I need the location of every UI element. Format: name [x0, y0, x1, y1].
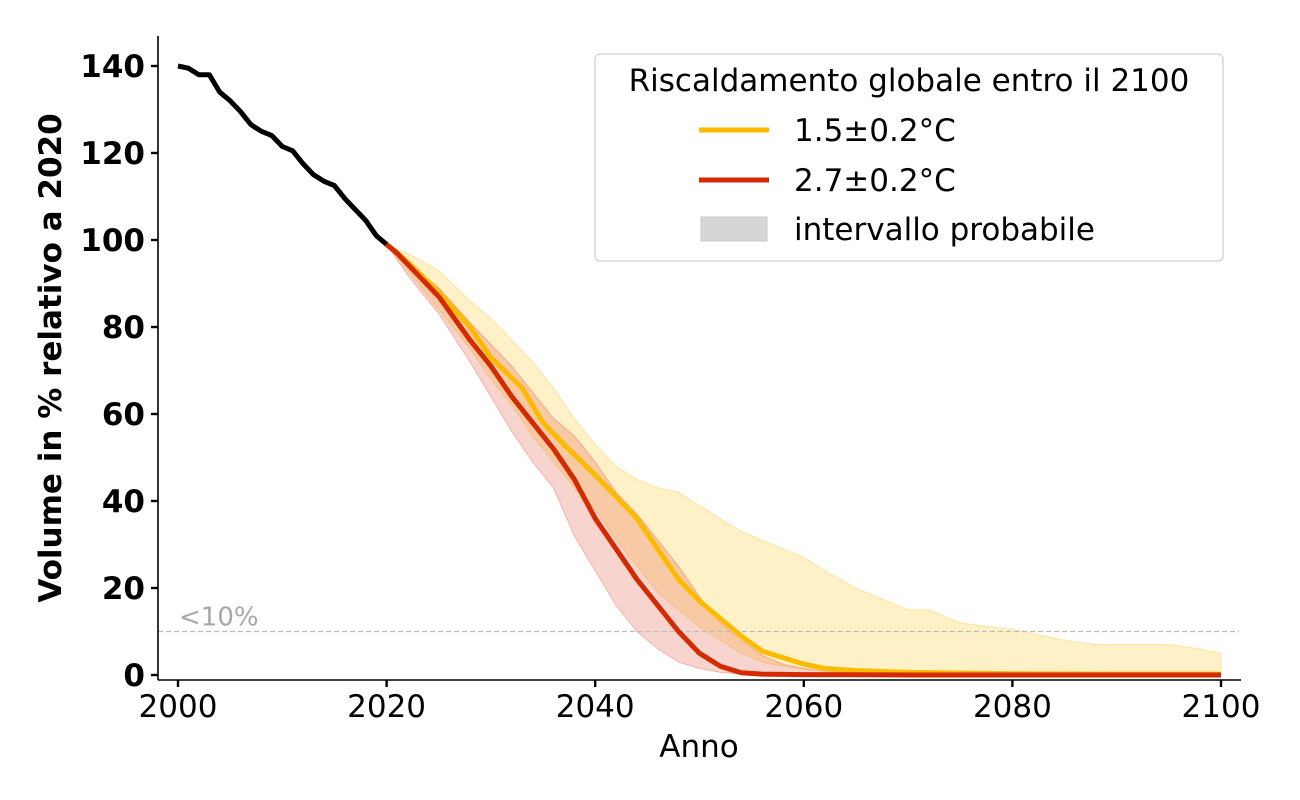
y-tick-label: 80	[102, 310, 145, 346]
y-tick-label: 0	[123, 658, 145, 694]
y-ticks: 0 20 40 60 80 100 120 140	[80, 49, 158, 694]
y-tick-label: 20	[102, 571, 145, 607]
legend: Riscaldamento globale entro il 2100 1.5±…	[594, 53, 1224, 262]
y-tick-label: 40	[102, 484, 145, 520]
x-axis-title: Anno	[659, 729, 738, 765]
band-1-5C	[386, 243, 1222, 675]
legend-box	[594, 53, 1224, 262]
legend-entries: 1.5±0.2°C 2.7±0.2°C intervallo probabile	[699, 113, 1095, 248]
axes	[157, 36, 1241, 681]
x-tick-label: 2040	[556, 689, 635, 725]
x-tick-label: 2100	[1182, 689, 1261, 725]
threshold-label: <10%	[179, 603, 259, 633]
x-tick-label: 2020	[347, 689, 426, 725]
y-tick-label: 140	[80, 49, 145, 85]
y-tick-label: 60	[102, 397, 145, 433]
legend-label: 1.5±0.2°C	[794, 113, 956, 149]
legend-swatch-patch	[700, 216, 768, 242]
uncertainty-bands	[386, 243, 1222, 676]
legend-label: 2.7±0.2°C	[794, 163, 956, 199]
x-ticks: 2000 2020 2040 2060 2080 2100	[139, 680, 1261, 725]
x-tick-label: 2060	[764, 689, 843, 725]
x-tick-label: 2080	[973, 689, 1052, 725]
x-tick-label: 2000	[139, 689, 218, 725]
historical-line	[177, 63, 389, 247]
series-lines	[177, 63, 1221, 678]
y-tick-label: 100	[80, 223, 145, 259]
y-tick-label: 120	[80, 136, 145, 172]
legend-label: intervallo probabile	[794, 212, 1095, 248]
threshold-line-group: <10%	[158, 603, 1239, 633]
line-2-7C	[384, 242, 1221, 678]
line-1-5C	[385, 242, 1221, 677]
legend-title: Riscaldamento globale entro il 2100	[629, 63, 1190, 99]
y-axis-title: Volume in % relativo a 2020	[33, 113, 69, 602]
